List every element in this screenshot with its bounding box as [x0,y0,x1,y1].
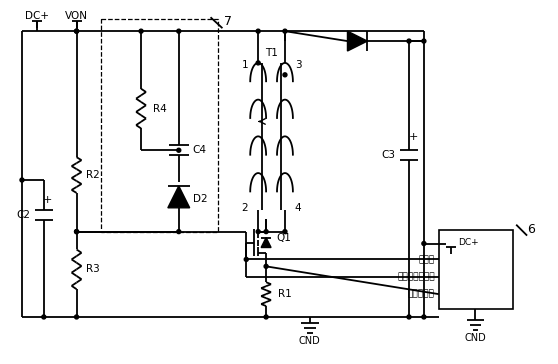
Polygon shape [261,238,271,248]
Circle shape [407,315,411,319]
Text: R2: R2 [86,170,100,180]
Circle shape [177,29,181,33]
Circle shape [422,242,426,245]
Text: R4: R4 [153,104,167,114]
Text: R3: R3 [86,264,100,274]
Circle shape [283,29,287,33]
Circle shape [139,29,143,33]
Text: Q1: Q1 [276,233,291,242]
Text: 1: 1 [242,60,248,70]
Text: +: + [408,132,417,142]
Circle shape [244,257,248,261]
Circle shape [256,230,260,234]
Circle shape [264,230,268,234]
Text: C3: C3 [381,150,395,160]
Text: 4: 4 [295,203,301,213]
Text: 6: 6 [527,223,535,236]
Circle shape [75,29,79,33]
Circle shape [20,178,24,182]
Text: 7: 7 [224,15,232,28]
Polygon shape [348,31,367,51]
Text: DC+: DC+ [25,11,49,21]
Circle shape [422,39,426,43]
Circle shape [264,264,268,268]
Circle shape [42,315,46,319]
Text: C2: C2 [16,210,30,220]
Circle shape [407,39,411,43]
Text: T1: T1 [264,48,277,58]
Text: 启动电压检测端: 启动电压检测端 [397,273,435,282]
Text: VON: VON [65,11,88,21]
Circle shape [75,315,79,319]
Text: DC+: DC+ [458,238,479,247]
Text: 3: 3 [295,60,301,70]
Text: 电流检测端: 电流检测端 [408,290,435,298]
Circle shape [256,29,260,33]
Text: D2: D2 [193,194,207,204]
Text: CND: CND [465,333,487,343]
Circle shape [177,230,181,234]
Circle shape [264,315,268,319]
Text: +: + [43,195,52,205]
Circle shape [256,61,260,65]
Text: R1: R1 [278,289,292,299]
Text: 驱动端: 驱动端 [418,255,435,264]
Circle shape [75,29,79,33]
Text: C4: C4 [193,145,206,155]
Circle shape [75,230,79,234]
Circle shape [283,230,287,234]
Text: CND: CND [299,336,321,346]
Circle shape [422,315,426,319]
Circle shape [75,230,79,234]
Polygon shape [168,186,190,208]
Circle shape [283,73,287,77]
Text: 2: 2 [242,203,248,213]
Circle shape [177,148,181,152]
